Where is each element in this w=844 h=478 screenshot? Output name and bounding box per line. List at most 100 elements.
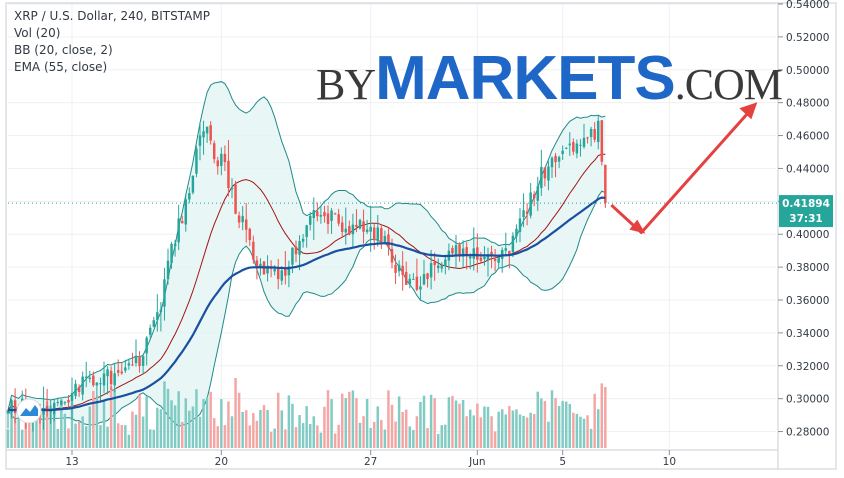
volume-bar: [458, 403, 461, 448]
candle-body: [323, 212, 326, 217]
candle: [237, 211, 241, 229]
volume-bar: [84, 426, 88, 448]
volume-bar: [131, 411, 134, 448]
candle: [586, 136, 589, 144]
candle-body: [465, 247, 468, 256]
candle-body: [223, 153, 227, 163]
price-tick-label: 0.28000: [786, 427, 829, 439]
volume-bar: [212, 418, 216, 448]
candle-body: [99, 383, 102, 385]
time-tick-label: 10: [663, 456, 676, 468]
candle-body: [124, 367, 127, 371]
candle: [376, 214, 380, 247]
volume-bar: [6, 429, 10, 448]
candle-body: [547, 166, 550, 181]
candle: [241, 206, 244, 231]
candle: [166, 248, 170, 285]
volume-bar: [269, 431, 273, 448]
candle-body: [173, 243, 177, 247]
volume-bar: [38, 415, 42, 448]
candle-body: [287, 266, 291, 276]
price-tick-label: 0.50000: [786, 65, 829, 77]
volume-bar: [287, 395, 291, 448]
candle: [429, 249, 433, 290]
volume-bar: [568, 403, 572, 448]
volume-bar: [550, 390, 554, 448]
price-tick-label: 0.40000: [786, 229, 829, 241]
candle: [596, 115, 600, 150]
tradingview-logo-icon[interactable]: [16, 398, 42, 424]
candle-body: [113, 373, 116, 386]
volume-bar: [547, 421, 550, 448]
candle: [472, 227, 476, 271]
candle-body: [532, 194, 536, 199]
candle: [88, 370, 92, 383]
volume-bar: [305, 406, 308, 448]
candle-body: [273, 268, 276, 272]
volume-bar: [77, 421, 81, 448]
candle: [458, 242, 461, 262]
volume-bar: [586, 415, 589, 448]
volume-bar: [486, 406, 490, 448]
candle-body: [333, 213, 337, 215]
watermark-com: .COM: [674, 60, 783, 109]
volume-bar: [20, 429, 24, 448]
candle-body: [266, 265, 269, 274]
volume-bar: [113, 388, 116, 448]
candle-body: [348, 226, 351, 235]
candle-body: [436, 265, 440, 269]
legend-symbol[interactable]: XRP / U.S. Dollar, 240, BITSTAMP: [14, 9, 210, 23]
volume-bar: [472, 415, 476, 448]
volume-bar: [156, 407, 159, 448]
candle-body: [212, 143, 216, 160]
candle-body: [42, 407, 45, 415]
candle-body: [518, 218, 522, 232]
legend-bollinger[interactable]: BB (20, close, 2): [14, 43, 113, 57]
candle-body: [49, 410, 52, 412]
price-tick-label: 0.34000: [786, 328, 829, 340]
candle-body: [415, 276, 419, 290]
volume-bar: [465, 416, 468, 448]
volume-bar: [380, 419, 383, 448]
volume-bar: [401, 412, 404, 448]
candle: [408, 274, 412, 289]
volume-bar: [166, 388, 170, 448]
candle-body: [351, 224, 355, 235]
volume-bar: [337, 424, 340, 448]
legend-volume[interactable]: Vol (20): [14, 26, 61, 40]
candle-body: [419, 286, 422, 290]
candle: [476, 233, 479, 273]
price-badge: 0.41894 37:31: [779, 195, 833, 228]
price-tick-label: 0.54000: [786, 0, 829, 11]
volume-bar: [198, 416, 202, 448]
volume-bar: [330, 399, 333, 448]
volume-bar: [141, 416, 145, 448]
time-axis[interactable]: 13 Jun 20 27 5 10: [65, 450, 676, 468]
candle-body: [280, 270, 284, 281]
legend-ema[interactable]: EMA (55, close): [14, 60, 108, 74]
candle-body: [166, 260, 170, 280]
candle-body: [170, 243, 173, 264]
candle: [308, 212, 312, 231]
volume-bar: [525, 417, 529, 448]
candle: [582, 123, 586, 149]
volume-bar: [248, 425, 252, 448]
time-tick-label: 5: [559, 456, 566, 468]
candle-body: [397, 264, 401, 272]
candle: [106, 366, 109, 395]
bar-countdown-label: 37:31: [789, 213, 822, 225]
volume-bar: [479, 417, 483, 448]
volume-bar: [170, 400, 173, 448]
candle-body: [593, 129, 596, 140]
volume-bar: [45, 401, 49, 448]
candle: [479, 251, 483, 263]
candle-body: [291, 247, 294, 265]
candle: [557, 155, 561, 169]
candle-body: [508, 250, 511, 255]
candle-body: [198, 135, 202, 146]
volume-bar: [177, 391, 180, 448]
volume-bar: [262, 405, 266, 448]
price-tick-label: 0.32000: [786, 361, 829, 373]
volume-bar: [237, 392, 241, 448]
